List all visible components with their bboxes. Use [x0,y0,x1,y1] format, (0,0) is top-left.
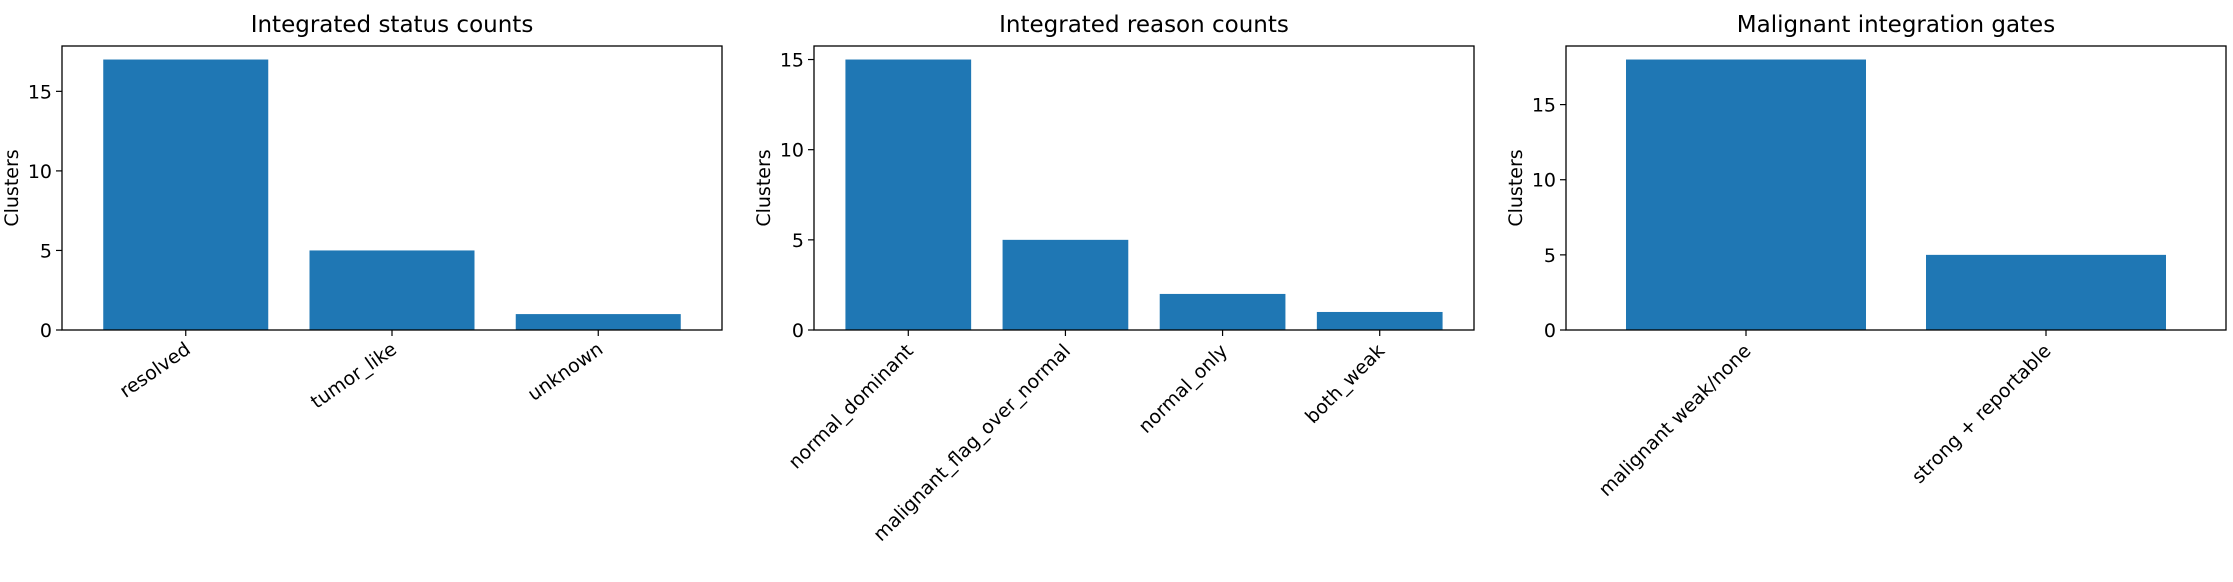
axes-frame [813,45,1475,331]
x-tick-label: resolved [116,338,195,402]
y-axis-label: Clusters [1505,149,1527,226]
bar-malignant-weak-none [1626,59,1866,331]
x-tick-label: both_weak [1301,340,1389,428]
y-axis-label: Clusters [1,149,23,226]
y-tick-label: 0 [792,320,804,342]
x-tick-label: tumor_like [307,338,401,413]
y-tick-label: 15 [1532,95,1556,117]
bar-strong-reportable [1926,254,2166,330]
bar-normal-only [1159,293,1286,330]
chart-panel-3: Malignant integration gates 0 5 10 15 Cluster… [1505,12,2227,501]
y-tick-label: 10 [28,161,52,183]
chart-panel-1: Integrated status counts 0 5 10 15 Clusters re… [1,12,723,413]
chart-panel-2: Integrated reason counts 0 5 10 15 Clusters no… [753,12,1475,546]
chart-title: Malignant integration gates [1737,12,2055,38]
bar-resolved [103,59,269,331]
y-tick-label: 5 [1544,245,1556,267]
axes-frame [1565,45,2227,331]
y-tick-label: 0 [40,320,52,342]
x-tick-label: normal_dominant [784,340,917,473]
bar-tumor-like [309,250,475,330]
x-tick-label: normal_only [1134,340,1232,438]
y-axis-label: Clusters [753,149,775,226]
chart-title: Integrated reason counts [999,12,1289,38]
y-tick-label: 10 [780,140,804,162]
y-tick-label: 15 [28,81,52,103]
bar-normal-dominant [845,59,972,331]
x-tick-label: malignant weak/none [1595,340,1756,501]
bar-malignant-flag-over-normal [1002,239,1129,330]
x-tick-label: unknown [524,338,607,406]
y-tick-label: 0 [1544,320,1556,342]
y-tick-label: 5 [40,240,52,262]
bar-unknown [515,314,681,330]
y-tick-label: 5 [792,230,804,252]
bar-both-weak [1316,311,1443,330]
y-tick-label: 15 [780,50,804,72]
y-tick-label: 10 [1532,170,1556,192]
x-tick-label: strong + reportable [1908,340,2056,488]
chart-title: Integrated status counts [251,12,534,38]
